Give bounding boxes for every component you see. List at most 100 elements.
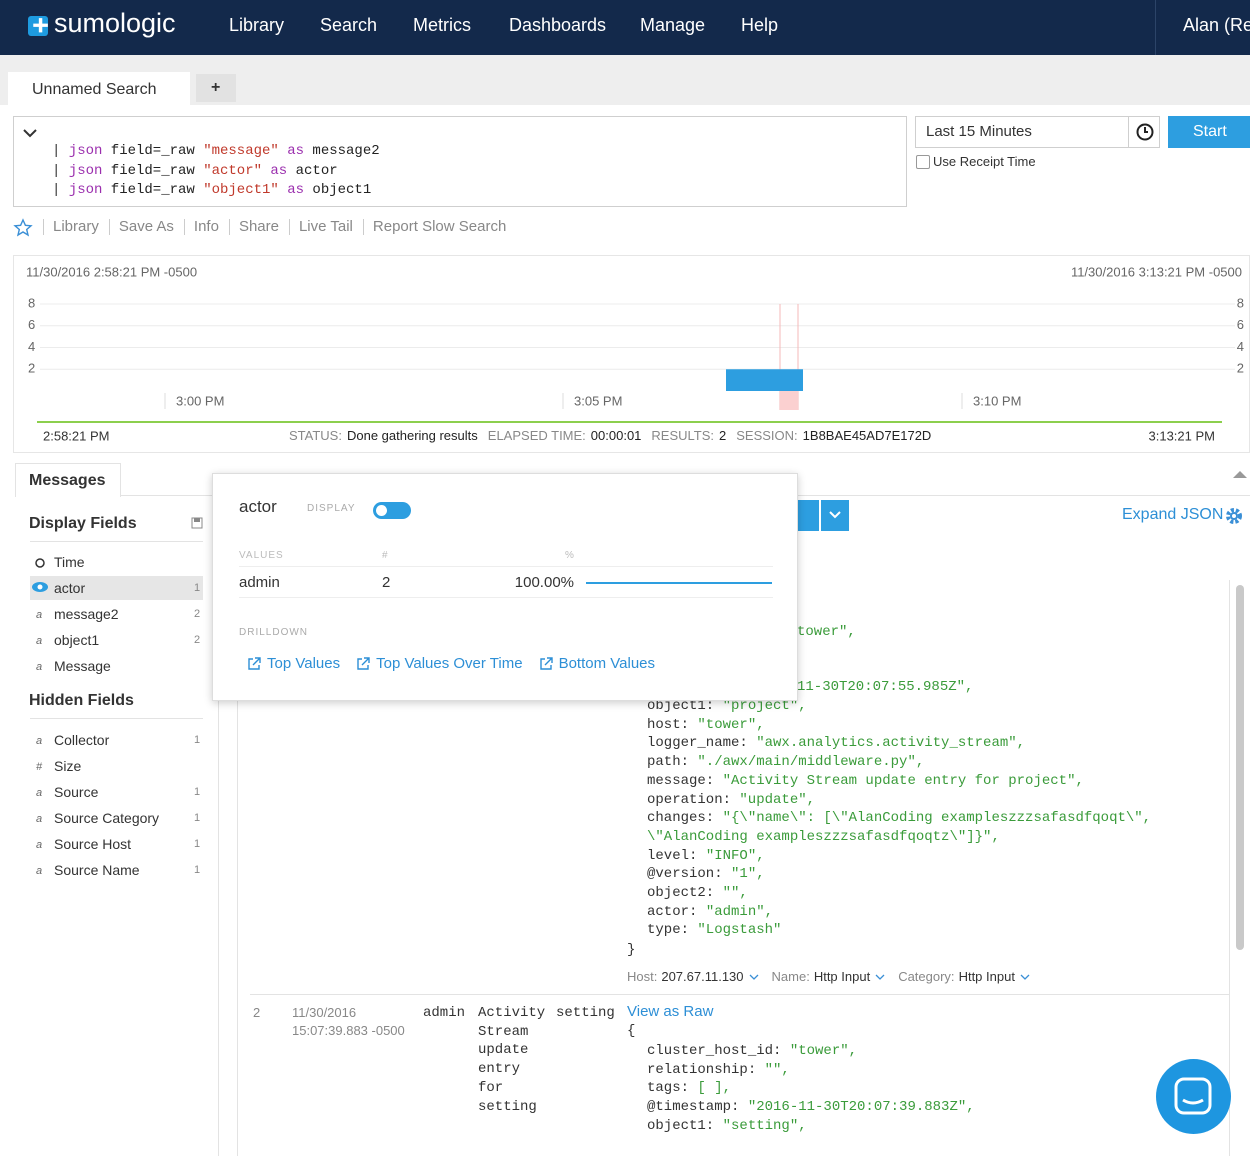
status-label: SESSION: — [736, 428, 797, 443]
row-actor: admin — [423, 1005, 466, 1021]
row-separator — [250, 994, 1230, 995]
value-count: 2 — [382, 574, 391, 591]
meta-chevron[interactable] — [874, 973, 886, 983]
json-key: cluster_host_id: — [647, 1043, 782, 1059]
collapse-arrow[interactable] — [1231, 468, 1249, 480]
json-key: relationship: — [647, 1061, 757, 1078]
tab-title[interactable]: Unnamed Search — [32, 81, 157, 98]
view-raw[interactable]: View as Raw — [627, 1003, 714, 1020]
status-label: STATUS: — [289, 428, 342, 443]
field-name[interactable]: Source Category — [54, 810, 160, 826]
field-name[interactable]: Time — [54, 554, 85, 570]
chat-button[interactable] — [1156, 1059, 1231, 1134]
json-fragment: 11-30T20:07:55.985Z", — [797, 679, 974, 695]
column-header: # — [382, 550, 389, 561]
dropdown-toggle[interactable] — [821, 500, 849, 531]
query-token: field=_raw — [110, 182, 195, 199]
field-type-icon: a — [36, 865, 43, 877]
messages-tab[interactable] — [15, 463, 121, 497]
nav-item[interactable]: Help — [741, 15, 779, 35]
toolbar-item[interactable]: Info — [193, 218, 219, 235]
nav-bar — [0, 0, 1250, 55]
row-rule — [239, 597, 773, 598]
drilldown-link[interactable]: Bottom Values — [558, 655, 656, 672]
nav-item[interactable]: Dashboards — [509, 15, 607, 35]
meta-chevron[interactable] — [1019, 973, 1031, 983]
checkbox[interactable] — [916, 155, 930, 169]
field-name[interactable]: Size — [54, 758, 82, 774]
toolbar-item[interactable]: Save As — [118, 218, 174, 235]
collapse-icon[interactable] — [22, 126, 38, 140]
logo: sumologic — [54, 8, 176, 38]
add-tab[interactable] — [196, 74, 236, 102]
display-label: DISPLAY — [307, 503, 356, 514]
tab[interactable] — [8, 72, 190, 106]
meta-value[interactable]: Http Input — [813, 969, 871, 984]
json-value: [ ], — [697, 1080, 732, 1097]
nav-item[interactable]: Search — [320, 15, 378, 35]
field-type-icon: a — [36, 839, 43, 851]
json-key: path: — [647, 754, 690, 771]
field-name[interactable]: actor — [54, 580, 86, 596]
field-type-icon: a — [36, 735, 43, 747]
field-icons — [32, 558, 48, 592]
field-name[interactable]: Message — [54, 658, 111, 674]
time-range[interactable] — [915, 116, 1160, 148]
messages-tab-label[interactable]: Messages — [29, 472, 106, 489]
query-token: "object1" — [203, 182, 279, 199]
json-value: "{\"name\": [\"AlanCoding exampleszzzsaf… — [722, 810, 1152, 827]
nav-item[interactable]: Manage — [640, 15, 706, 35]
drilldown-label: DRILLDOWN — [239, 627, 309, 638]
gear-icon[interactable] — [1223, 505, 1245, 527]
toolbar-item[interactable]: Report Slow Search — [372, 218, 507, 235]
scrollbar[interactable] — [1236, 585, 1244, 950]
user-menu[interactable]: Alan (Re — [1183, 15, 1250, 35]
time-range-label[interactable]: Last 15 Minutes — [926, 123, 1032, 140]
field-name[interactable]: Source Name — [54, 862, 140, 878]
nav-item[interactable]: Library — [229, 15, 285, 35]
dropdown-button[interactable] — [797, 500, 819, 531]
drilldown-link[interactable]: Top Values Over Time — [376, 655, 523, 672]
field-name[interactable]: Source Host — [54, 836, 132, 852]
y-tick-label-right: 4 — [1237, 339, 1244, 354]
toolbar-item[interactable]: Share — [238, 218, 279, 235]
json-value: "2016-11-30T20:07:39.883Z", — [747, 1099, 975, 1116]
histogram-bar — [726, 369, 803, 391]
start-button[interactable] — [1168, 116, 1250, 148]
chevron — [829, 511, 841, 519]
field-name[interactable]: object1 — [54, 632, 100, 648]
field-name[interactable]: message2 — [54, 606, 119, 622]
field-type-icon: a — [36, 661, 43, 673]
drilldown-link[interactable]: Top Values — [267, 655, 341, 672]
section-title: Display Fields — [29, 515, 137, 532]
field-name[interactable]: Collector — [54, 732, 110, 748]
sidebar-rule — [30, 541, 203, 542]
toolbar-item[interactable]: Live Tail — [298, 218, 353, 235]
field-count: 1 — [194, 812, 201, 824]
meta-chevron[interactable] — [748, 973, 760, 983]
field-name[interactable]: Source — [54, 784, 99, 800]
star-icon[interactable] — [13, 218, 33, 238]
nav-item[interactable]: Metrics — [413, 15, 471, 35]
percent-bar — [586, 582, 772, 584]
y-tick-label: 4 — [28, 339, 35, 354]
start-label[interactable]: Start — [1193, 123, 1227, 140]
json-key: object2: — [647, 885, 715, 901]
query-box[interactable] — [13, 116, 907, 207]
logo-plus: ➕︎ — [33, 15, 49, 37]
range-end-date: 11/30/2016 3:13:21 PM -0500 — [1071, 264, 1242, 279]
clock-icon[interactable] — [1135, 122, 1155, 142]
json-value: "awx.analytics.activity_stream", — [756, 735, 1026, 752]
meta-value[interactable]: Http Input — [958, 969, 1015, 984]
save-icon[interactable] — [191, 517, 203, 529]
meta-label: Category: — [898, 969, 955, 984]
receipt-label[interactable]: Use Receipt Time — [933, 154, 1036, 169]
add-tab-label[interactable]: + — [211, 79, 221, 96]
field-count: 1 — [194, 582, 201, 594]
meta-value[interactable]: 207.67.11.130 — [661, 969, 744, 984]
json-value: "admin", — [705, 903, 774, 920]
expand-json[interactable]: Expand JSON — [1122, 506, 1224, 523]
toolbar-item[interactable]: Library — [53, 218, 99, 235]
y-tick-label: 2 — [28, 361, 35, 376]
range-end: 3:13:21 PM — [1149, 428, 1216, 443]
